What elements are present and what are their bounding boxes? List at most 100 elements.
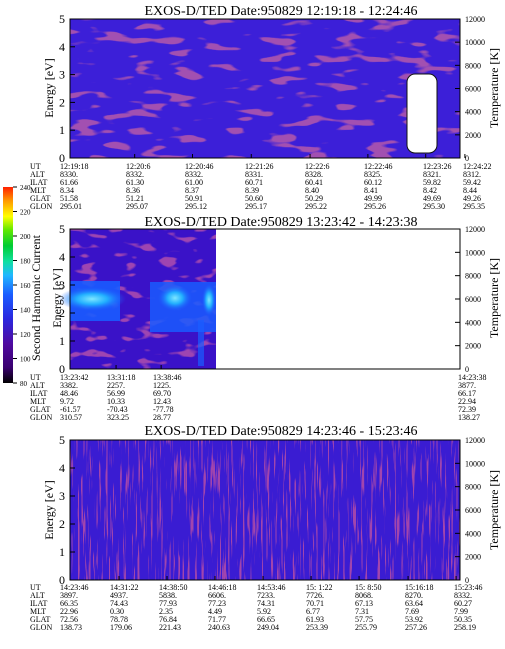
ephemeris-row-label: ALT: [30, 591, 45, 600]
ytick-label: 5: [59, 433, 65, 447]
ephemeris-value: 60.71: [245, 178, 263, 187]
ephemeris-value: 12:20:6: [126, 162, 150, 171]
ephemeris-value: 60.41: [305, 178, 323, 187]
y2tick-label: 2000: [465, 342, 481, 351]
ephemeris-value: 69.70: [153, 389, 171, 398]
colorbar: 80 100 120 140 160 180 200 220 240: [3, 184, 31, 388]
ephemeris-row-label: ILAT: [30, 599, 47, 608]
colorbar-tick-label: 80: [20, 380, 28, 388]
ephemeris-value: 10.33: [107, 397, 125, 406]
ephemeris-value: 323.25: [107, 413, 129, 422]
y2tick-label: 4000: [465, 529, 481, 538]
panel-1-heatmap-texture: [70, 19, 460, 158]
panel-2-axes: 0 1 2 3 4 5 0 2000 4000 6000 8000 10000 12000: [59, 222, 485, 376]
ytick-label: 1: [59, 123, 65, 137]
ephemeris-value: 9.72: [60, 397, 74, 406]
ephemeris-value: 61.66: [60, 178, 78, 187]
ephemeris-value: 8321.: [423, 170, 441, 179]
ephemeris-row-label: UT: [30, 373, 41, 382]
ephemeris-value: 221.43: [159, 623, 181, 632]
ephemeris-value: 15:16:18: [405, 583, 433, 592]
ephemeris-value: 12:20:46: [185, 162, 213, 171]
ephemeris-value: 28.77: [153, 413, 171, 422]
ephemeris-value: 5.92: [257, 607, 271, 616]
ephemeris-value: 4.49: [208, 607, 222, 616]
ephemeris-row-label: GLAT: [30, 615, 51, 624]
panel-1-title: EXOS-D/TED Date:950829 12:19:18 - 12:24:…: [145, 4, 418, 19]
ephemeris-value: 61.00: [185, 178, 203, 187]
ephemeris-value: 8.34: [60, 186, 74, 195]
ephemeris-value: 295.12: [185, 202, 207, 211]
ytick-label: 3: [59, 489, 65, 503]
ephemeris-row-label: ALT: [30, 381, 45, 390]
y2tick-label: 6000: [465, 85, 481, 94]
colorbar-label: Second Harmonic Current: [29, 234, 43, 361]
ephemeris-row-label: GLON: [30, 413, 52, 422]
ephemeris-value: 7.99: [454, 607, 468, 616]
ephemeris-row-label: MLT: [30, 397, 46, 406]
ephemeris-value: 66.35: [60, 599, 78, 608]
ephemeris-value: 2.35: [159, 607, 173, 616]
ephemeris-value: 13:31:18: [107, 373, 135, 382]
ephemeris-value: 59.42: [463, 178, 481, 187]
ephemeris-value: 8.41: [364, 186, 378, 195]
ephemeris-value: 310.57: [60, 413, 82, 422]
ephemeris-value: 66.65: [257, 615, 275, 624]
ephemeris-value: 12:19:18: [60, 162, 88, 171]
ephemeris-value: 13:23:42: [60, 373, 88, 382]
ephemeris-value: 67.13: [355, 599, 373, 608]
ephemeris-value: 12:24:22: [463, 162, 491, 171]
ephemeris-value: 8328.: [305, 170, 323, 179]
panel-2-band-right-core-2: [202, 284, 216, 316]
ephemeris-value: 60.27: [454, 599, 472, 608]
ephemeris-value: 7233.: [257, 591, 275, 600]
ephemeris-value: 295.26: [364, 202, 386, 211]
ephemeris-value: 8.39: [245, 186, 259, 195]
ephemeris-value: 8332.: [185, 170, 203, 179]
panel-1: EXOS-D/TED Date:950829 12:19:18 - 12:24:…: [30, 4, 501, 211]
ephemeris-value: 8.40: [305, 186, 319, 195]
ytick-label: 4: [59, 461, 65, 475]
ephemeris-value: 61.30: [126, 178, 144, 187]
ephemeris-value: 56.99: [107, 389, 125, 398]
y2tick-label: 10000: [465, 459, 485, 468]
panel-1-data-gap: [406, 73, 438, 154]
colorbar-gradient: [3, 187, 13, 383]
ephemeris-value: 138.27: [458, 413, 480, 422]
ephemeris-value: 50.91: [185, 194, 203, 203]
panel-1-y2label: Temperature [K]: [487, 48, 501, 128]
ephemeris-value: 12:22:6: [305, 162, 329, 171]
ephemeris-value: 295.07: [126, 202, 148, 211]
ephemeris-value: 72.56: [60, 615, 78, 624]
ephemeris-value: 8.44: [463, 186, 477, 195]
ephemeris-value: 257.26: [405, 623, 427, 632]
y2tick-label: 10000: [465, 38, 485, 47]
colorbar-tick-label: 160: [20, 282, 31, 290]
ephemeris-value: 8.37: [185, 186, 199, 195]
ephemeris-value: 7.69: [405, 607, 419, 616]
ephemeris-value: 295.01: [60, 202, 82, 211]
ephemeris-value: 12:22:46: [364, 162, 392, 171]
ephemeris-value: 7726.: [306, 591, 324, 600]
ephemeris-value: 14:53:46: [257, 583, 285, 592]
ephemeris-value: 13:38:46: [153, 373, 181, 382]
ephemeris-value: 12:23:26: [423, 162, 451, 171]
panel-2-no-data: [216, 229, 460, 369]
ephemeris-value: 8312.: [463, 170, 481, 179]
ephemeris-value: 295.17: [245, 202, 267, 211]
ephemeris-row-label: GLON: [30, 202, 52, 211]
y2tick-label: 6000: [465, 295, 481, 304]
ephemeris-value: 59.82: [423, 178, 441, 187]
ephemeris-value: 72.39: [458, 405, 476, 414]
ephemeris-value: 63.64: [405, 599, 423, 608]
panel-3-ephemeris: UTALTILATMLTGLATGLON14:23:463897.66.3522…: [30, 583, 482, 632]
y2tick-label: 0: [465, 154, 469, 163]
ephemeris-value: 57.75: [355, 615, 373, 624]
ephemeris-value: 51.58: [60, 194, 78, 203]
panel-2-streak: [198, 320, 204, 366]
ephemeris-value: 77.93: [159, 599, 177, 608]
ephemeris-value: 50.35: [454, 615, 472, 624]
ephemeris-value: 49.99: [364, 194, 382, 203]
